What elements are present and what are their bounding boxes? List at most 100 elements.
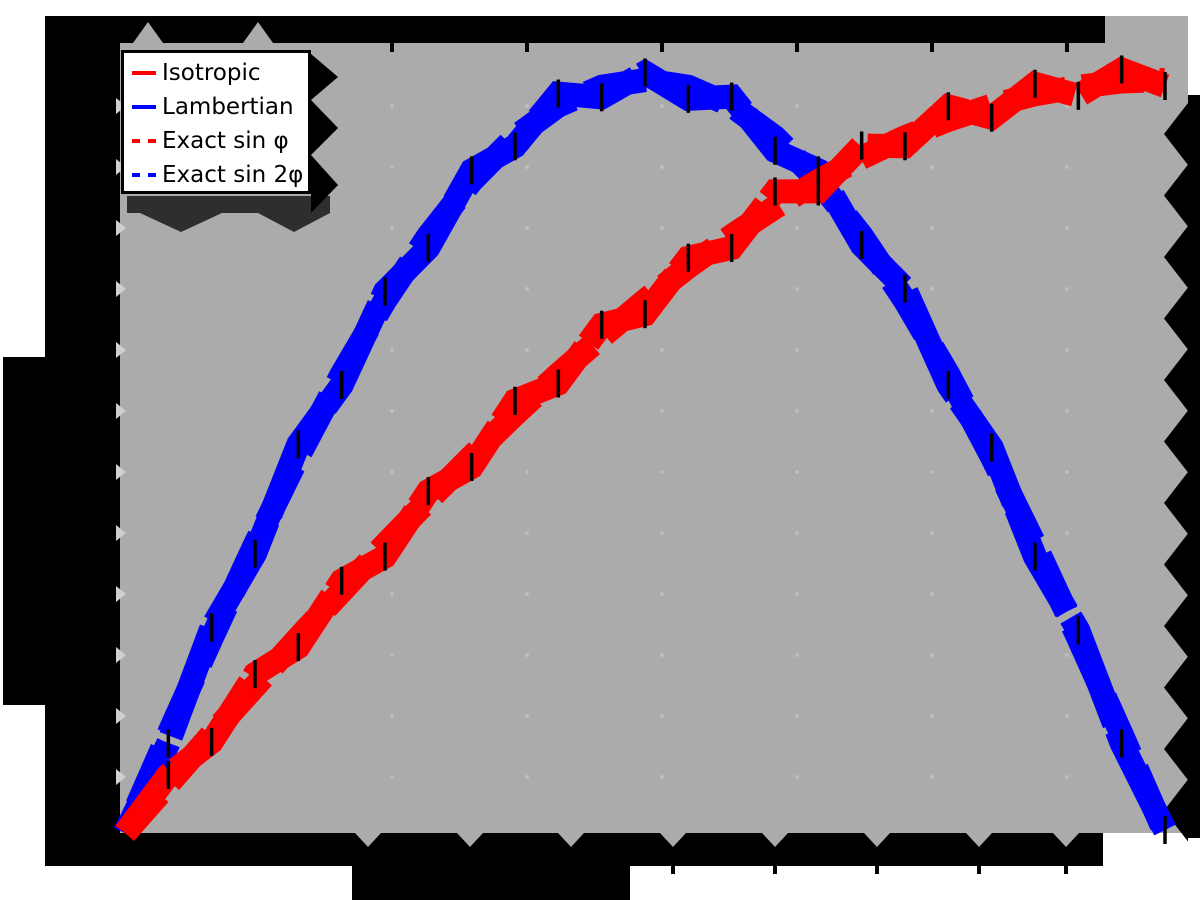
grid-dot [660,653,664,657]
bottom-spine-notch [966,833,992,847]
left-tick-notch [116,220,126,236]
grid-dot [390,348,394,352]
legend-shadow-tooth [258,213,330,232]
grid-dot [1065,226,1069,230]
grid-dot [525,653,529,657]
left-tick-notch [116,525,126,541]
grid-dot [1065,409,1069,413]
grid-dot [1065,775,1069,779]
legend-edge-arrow [311,100,338,155]
legend-line-sample [132,105,156,109]
grid-dot [930,165,934,169]
grid-dot [525,775,529,779]
grid-dot [930,287,934,291]
right-tick-tooth [1164,349,1188,411]
grid-dot [1065,531,1069,535]
grid-dot [525,348,529,352]
right-tick-tooth [1164,164,1188,227]
grid-dot [1065,165,1069,169]
top-tick-mark [795,43,799,52]
grid-dot [660,348,664,352]
grid-dot [660,714,664,718]
grid-dot [660,226,664,230]
grid-dot [525,165,529,169]
left-tick-notch [116,647,126,663]
x-axis-label-blob [352,866,630,900]
top-tick-mark [1065,43,1069,52]
legend-line-sample [132,173,156,177]
legend-entry-label: Exact sin 2φ [162,161,304,188]
grid-dot [390,104,394,108]
bottom-spine-notch [457,833,483,847]
right-tick-tooth [1164,103,1188,165]
right-tick-tooth [1164,656,1188,719]
right-tick-tooth [1164,595,1188,657]
grid-dot [930,470,934,474]
bottom-spine-notch [660,833,686,847]
legend-shadow-tooth [140,213,222,232]
legend-entry: Exact sin 2φ [132,158,308,192]
top-spine-band [48,16,1105,43]
grid-dot [795,531,799,535]
grid-dot [525,531,529,535]
legend-entry-label: Lambertian [162,93,294,120]
legend-shadow-band [127,196,330,213]
legend-edge-arrow [311,54,338,100]
right-tick-tooth [1164,226,1188,288]
grid-dot [1065,714,1069,718]
grid-dot [525,226,529,230]
grid-dot [660,470,664,474]
grid-dot [660,592,664,596]
grid-dot [525,287,529,291]
left-tick-notch [116,586,126,602]
grid-dot [795,592,799,596]
grid-dot [930,653,934,657]
grid-dot [1065,287,1069,291]
legend: Isotropic Lambertian Exact sin φ Exact sin … [121,50,311,194]
grid-dot [795,775,799,779]
grid-dot [795,287,799,291]
left-tick-notch [116,464,126,480]
right-tick-tooth [1164,410,1188,473]
left-tick-notch [116,708,126,724]
grid-dot [390,470,394,474]
grid-dot [660,775,664,779]
grid-dot [660,165,664,169]
right-tick-tooth [1164,533,1188,596]
legend-entry: Exact sin φ [132,124,308,158]
right-tick-tooth [1164,718,1188,780]
right-tick-tooth [1164,779,1188,842]
bottom-tick-mark [773,866,777,874]
legend-entry: Isotropic [132,56,308,90]
top-tick-mark [525,43,529,52]
legend-entry: Lambertian [132,90,308,124]
bottom-spine-notch [762,833,788,847]
legend-entry-label: Exact sin φ [162,127,289,154]
top-spine-notch [243,22,273,43]
grid-dot [930,409,934,413]
left-tick-notch [116,281,126,297]
bottom-tick-mark [977,866,981,874]
grid-dot [795,409,799,413]
top-spine-notch [133,22,163,43]
bottom-spine-notch [558,833,584,847]
bottom-tick-mark [1064,866,1068,874]
grid-dot [795,348,799,352]
grid-dot [525,592,529,596]
grid-dot [390,165,394,169]
grid-dot [795,470,799,474]
top-tick-mark [390,43,394,52]
legend-line-sample [132,71,156,75]
legend-entry-label: Isotropic [162,59,261,86]
legend-line-sample [132,139,156,143]
grid-dot [660,409,664,413]
grid-dot [930,714,934,718]
top-tick-mark [660,43,664,52]
bottom-spine-notch [355,833,381,847]
grid-dot [660,104,664,108]
grid-dot [795,226,799,230]
left-tick-notch [116,769,126,785]
bottom-spine-notch [1053,833,1079,847]
